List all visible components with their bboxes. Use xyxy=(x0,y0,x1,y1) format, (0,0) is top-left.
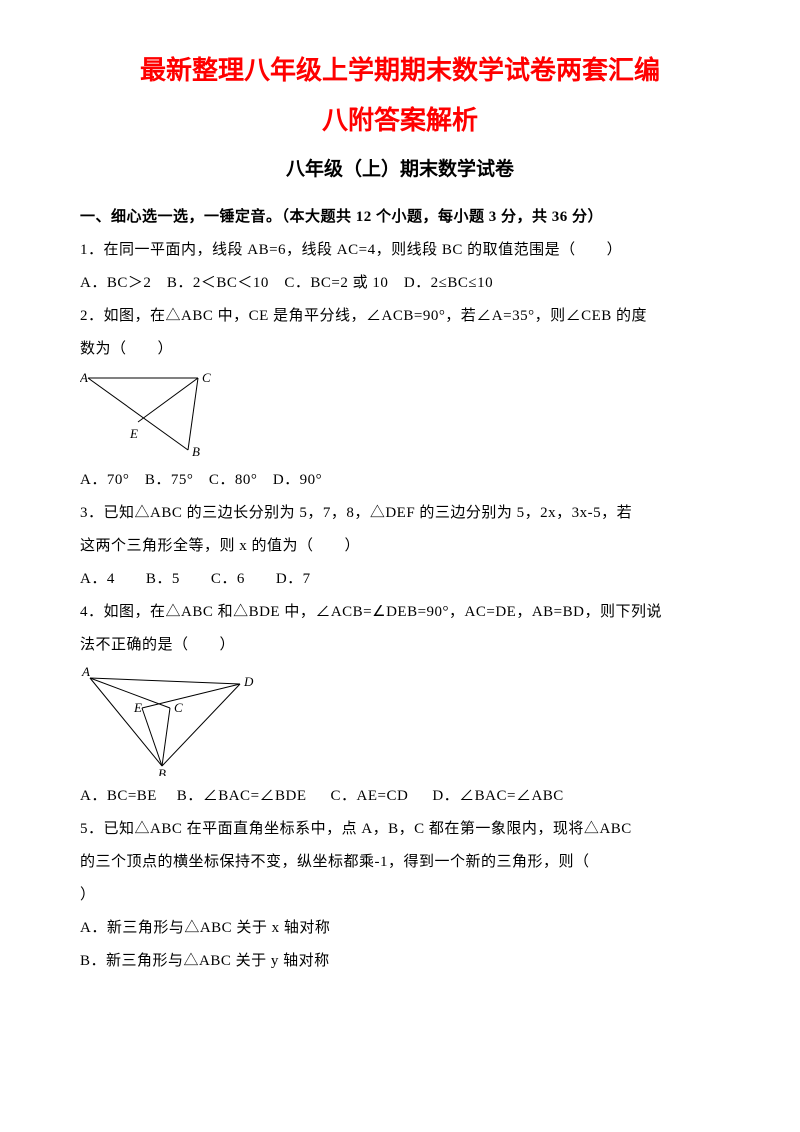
question-2-line1: 2．如图，在△ABC 中，CE 是角平分线，∠ACB=90°，若∠A=35°，则… xyxy=(80,300,720,333)
doc-subtitle: 八年级（上）期末数学试卷 xyxy=(80,149,720,191)
figure-1: A C B E xyxy=(80,370,720,460)
question-2-options: A．70° B．75° C．80° D．90° xyxy=(80,464,720,497)
doc-title-line1: 最新整理八年级上学期期末数学试卷两套汇编 xyxy=(80,50,720,92)
question-4-line1: 4．如图，在△ABC 和△BDE 中，∠ACB=∠DEB=90°，AC=DE，A… xyxy=(80,596,720,629)
question-5-line1: 5．已知△ABC 在平面直角坐标系中，点 A，B，C 都在第一象限内，现将△AB… xyxy=(80,813,720,846)
question-2-line2: 数为（ ） xyxy=(80,333,720,366)
svg-text:E: E xyxy=(129,426,138,441)
svg-text:A: A xyxy=(81,666,90,679)
svg-text:B: B xyxy=(158,766,166,776)
svg-text:B: B xyxy=(192,444,200,459)
question-4-options: A．BC=BE B．∠BAC=∠BDE C．AE=CD D．∠BAC=∠ABC xyxy=(80,780,720,813)
figure-2: A D B E C xyxy=(80,666,720,776)
question-1-options: A．BC＞2 B．2＜BC＜10 C．BC=2 或 10 D．2≤BC≤10 xyxy=(80,267,720,300)
svg-text:D: D xyxy=(243,674,254,689)
svg-text:E: E xyxy=(133,700,142,715)
question-3-options: A．4 B．5 C．6 D．7 xyxy=(80,563,720,596)
question-3-line2: 这两个三角形全等，则 x 的值为（ ） xyxy=(80,530,720,563)
doc-title-line2: 八附答案解析 xyxy=(80,100,720,142)
question-5-option-b: B．新三角形与△ABC 关于 y 轴对称 xyxy=(80,945,720,978)
svg-text:A: A xyxy=(80,370,88,385)
question-3-line1: 3．已知△ABC 的三边长分别为 5，7，8，△DEF 的三边分别为 5，2x，… xyxy=(80,497,720,530)
section-header: 一、细心选一选，一锤定音。（本大题共 12 个小题，每小题 3 分，共 36 分… xyxy=(80,201,720,234)
question-5-option-a: A．新三角形与△ABC 关于 x 轴对称 xyxy=(80,912,720,945)
question-4-line2: 法不正确的是（ ） xyxy=(80,629,720,662)
question-5-line2: 的三个顶点的横坐标保持不变，纵坐标都乘-1，得到一个新的三角形，则（ xyxy=(80,846,720,879)
question-1: 1．在同一平面内，线段 AB=6，线段 AC=4，则线段 BC 的取值范围是（ … xyxy=(80,234,720,267)
svg-text:C: C xyxy=(202,370,211,385)
svg-text:C: C xyxy=(174,700,183,715)
question-5-line3: ） xyxy=(80,879,720,912)
